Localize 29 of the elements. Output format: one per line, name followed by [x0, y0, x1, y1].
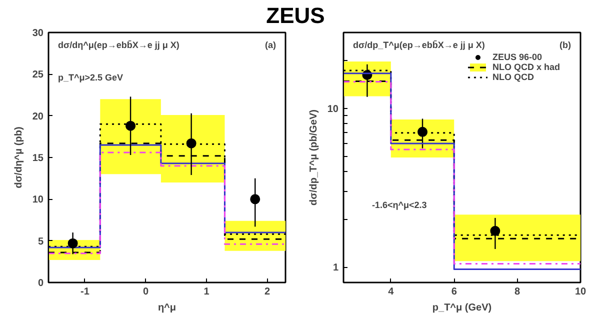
- y-tick-label: 30: [32, 28, 44, 39]
- x-axis-title: η^μ: [158, 302, 176, 314]
- legend-label: ZEUS 96-00: [492, 52, 542, 62]
- chart-title: ZEUS: [266, 2, 325, 30]
- x-tick-label: 6: [451, 286, 458, 298]
- y-tick-label: 20: [32, 111, 44, 122]
- y-tick-label: 25: [32, 70, 44, 81]
- x-tick-label: 4: [388, 286, 394, 298]
- x-tick-label: 8: [514, 286, 521, 298]
- x-tick-label: 0: [142, 286, 149, 298]
- x-tick-label: 1: [204, 286, 210, 298]
- annotation: dσ/dη^μ(ep→ebb̄X→e jj μ X): [58, 40, 180, 50]
- x-tick-label: 2: [264, 286, 270, 298]
- y-axis-title: dσ/dη^μ (pb): [13, 126, 24, 188]
- y-tick-label: 5: [38, 236, 44, 248]
- annotation: p_T^μ>2.5 GeV: [58, 72, 124, 82]
- y-tick-label: 10: [32, 194, 44, 206]
- legend-label: NLO QCD x had: [492, 62, 560, 72]
- y-tick-label: 15: [32, 153, 44, 164]
- annotation: dσ/dp_T^μ(ep→ebb̄X→e jj μ X): [352, 40, 485, 50]
- y-tick-label: 0: [38, 278, 44, 289]
- x-axis-title: p_T^μ (GeV): [432, 302, 492, 314]
- x-tick-label: 10: [574, 286, 586, 298]
- annotation: -1.6<η^μ<2.3: [372, 200, 427, 210]
- legend-label: NLO QCD: [492, 72, 534, 82]
- x-tick-label: -1: [80, 286, 90, 298]
- annotation: (b): [560, 40, 572, 50]
- annotation: (a): [265, 40, 276, 50]
- y-axis-title: dσ/dp_T^μ (pb/GeV): [308, 109, 320, 206]
